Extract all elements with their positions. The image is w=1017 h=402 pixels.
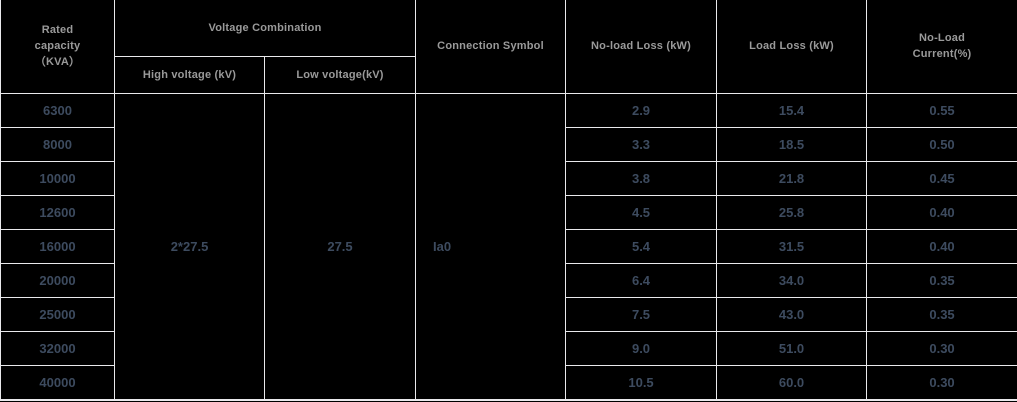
header-load-loss: Load Loss (kW) bbox=[716, 0, 868, 94]
cell-no-load-loss: 3.8 bbox=[565, 161, 718, 196]
table-row: 32000 9.0 51.0 0.30 bbox=[0, 331, 1017, 367]
cell-high-voltage-merged: 2*27.5 bbox=[114, 93, 265, 401]
cell-no-load-loss: 6.4 bbox=[565, 263, 718, 299]
cell-load-loss: 18.5 bbox=[716, 127, 868, 162]
cell-capacity: 8000 bbox=[0, 127, 115, 162]
cell-no-load-current: 0.40 bbox=[866, 195, 1017, 231]
cell-no-load-current: 0.50 bbox=[866, 127, 1017, 162]
cell-load-loss: 60.0 bbox=[716, 365, 868, 401]
cell-load-loss: 51.0 bbox=[716, 331, 868, 367]
cell-no-load-loss: 4.5 bbox=[565, 195, 718, 231]
cell-capacity: 40000 bbox=[0, 365, 115, 401]
cell-capacity: 20000 bbox=[0, 263, 115, 299]
cell-load-loss: 15.4 bbox=[716, 93, 868, 128]
cell-no-load-current: 0.30 bbox=[866, 331, 1017, 367]
cell-no-load-loss: 7.5 bbox=[565, 297, 718, 333]
cell-capacity: 16000 bbox=[0, 229, 115, 265]
table-row: 40000 10.5 60.0 0.30 bbox=[0, 365, 1017, 401]
cell-capacity: 6300 bbox=[0, 93, 115, 128]
table-row: 10000 3.8 21.8 0.45 bbox=[0, 161, 1017, 196]
cell-capacity: 25000 bbox=[0, 297, 115, 333]
header-no-load-current: No-Load Current(%) bbox=[866, 0, 1017, 94]
header-row-1: Rated capacity （KVA） Voltage Combination… bbox=[0, 0, 1017, 94]
cell-capacity: 10000 bbox=[0, 161, 115, 196]
cell-load-loss: 43.0 bbox=[716, 297, 868, 333]
table-row: 20000 6.4 34.0 0.35 bbox=[0, 263, 1017, 299]
cell-no-load-current: 0.45 bbox=[866, 161, 1017, 196]
cell-capacity: 32000 bbox=[0, 331, 115, 367]
header-high-voltage: High voltage (kV) bbox=[114, 56, 265, 94]
cell-connection-symbol-merged: Ia0 bbox=[415, 93, 567, 401]
cell-no-load-loss: 3.3 bbox=[565, 127, 718, 162]
cell-no-load-loss: 9.0 bbox=[565, 331, 718, 367]
cell-load-loss: 34.0 bbox=[716, 263, 868, 299]
cell-no-load-loss: 10.5 bbox=[565, 365, 718, 401]
table-row: 8000 3.3 18.5 0.50 bbox=[0, 127, 1017, 162]
cell-capacity: 12600 bbox=[0, 195, 115, 231]
cell-no-load-current: 0.40 bbox=[866, 229, 1017, 265]
cell-load-loss: 31.5 bbox=[716, 229, 868, 265]
table-row: 16000 5.4 31.5 0.40 bbox=[0, 229, 1017, 265]
cell-load-loss: 25.8 bbox=[716, 195, 868, 231]
header-row-2: High voltage (kV) Low voltage(kV) bbox=[1, 56, 1017, 94]
header-low-voltage: Low voltage(kV) bbox=[264, 56, 417, 94]
header-voltage-combination: Voltage Combination bbox=[114, 0, 417, 57]
cell-low-voltage-merged: 27.5 bbox=[264, 93, 417, 401]
cell-no-load-loss: 2.9 bbox=[565, 93, 718, 128]
cell-no-load-loss: 5.4 bbox=[565, 229, 718, 265]
cell-no-load-current: 0.35 bbox=[866, 297, 1017, 333]
cell-no-load-current: 0.55 bbox=[866, 93, 1017, 128]
cell-no-load-current: 0.30 bbox=[866, 365, 1017, 401]
cell-no-load-current: 0.35 bbox=[866, 263, 1017, 299]
cell-load-loss: 21.8 bbox=[716, 161, 868, 196]
header-no-load-loss: No-load Loss (kW) bbox=[565, 0, 718, 94]
header-rated-capacity: Rated capacity （KVA） bbox=[0, 0, 115, 94]
table-row: 6300 2*27.5 27.5 Ia0 2.9 15.4 0.55 bbox=[0, 93, 1017, 401]
header-connection-symbol: Connection Symbol bbox=[415, 0, 567, 94]
table-row: 25000 7.5 43.0 0.35 bbox=[0, 297, 1017, 333]
